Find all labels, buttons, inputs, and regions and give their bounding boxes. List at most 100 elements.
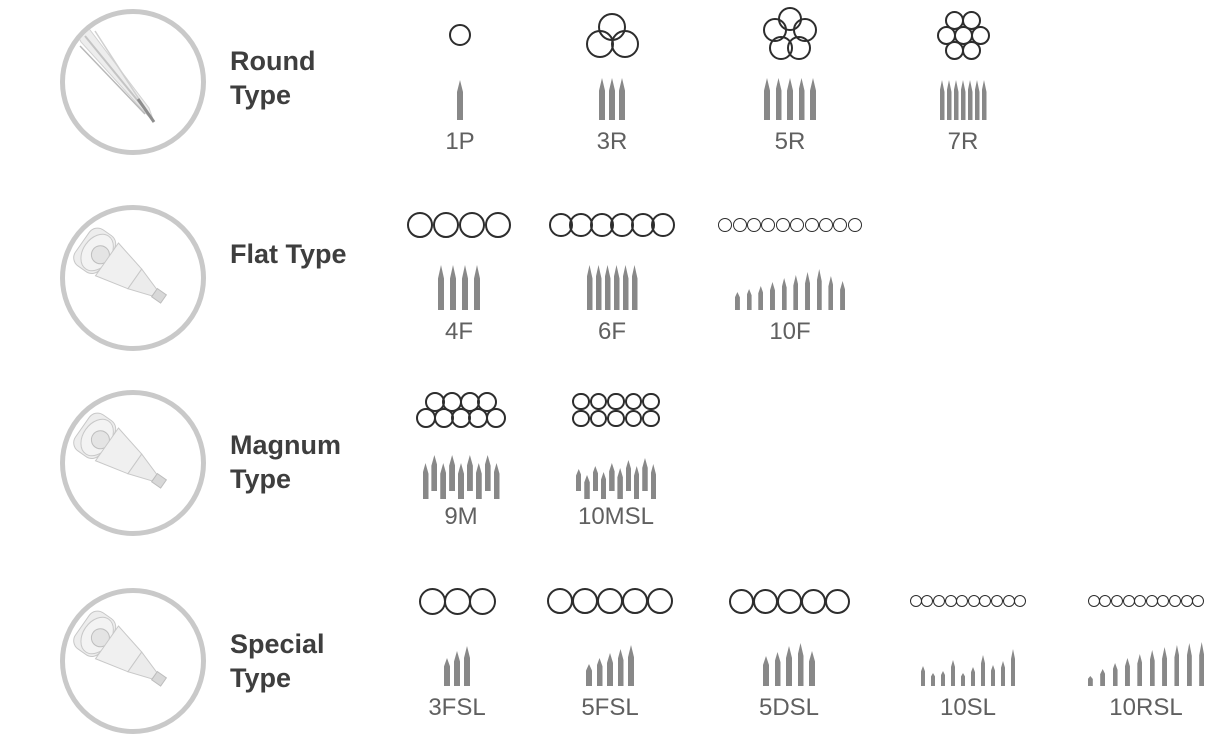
needle [474, 265, 480, 310]
needle-size-label: 3R [596, 128, 628, 155]
needle [600, 472, 607, 499]
needle-circle [819, 218, 833, 232]
needle [595, 265, 602, 310]
needle-circle [485, 408, 506, 428]
needle [953, 80, 959, 120]
special-cartridge-photo [60, 588, 206, 734]
needle-side-view-5FSL [525, 636, 695, 686]
cross-section-3FSL [372, 566, 542, 636]
needle [431, 455, 438, 491]
needle-size-label: 5DSL [758, 694, 820, 721]
needle-circle [407, 212, 433, 238]
needle-group-6F: 6F [527, 190, 697, 346]
needle-circle [728, 588, 754, 614]
needle-size-label: 1P [445, 128, 475, 155]
flat-cartridge-photo [60, 205, 206, 351]
needle-circle [449, 24, 471, 46]
needle-side-view-5R [705, 70, 875, 120]
needle-group-10F: 10F [705, 190, 875, 346]
needle-size-label: 4F [444, 318, 473, 345]
needle [1010, 649, 1016, 686]
needle [631, 265, 638, 310]
needle [920, 666, 926, 686]
needle [786, 646, 792, 686]
needle [974, 80, 980, 120]
needle-circle [804, 218, 819, 232]
needle-size-label: 5R [774, 128, 806, 155]
needle-group-5FSL: 5FSL [525, 566, 695, 722]
needle-circle [991, 595, 1003, 607]
needle [769, 282, 775, 310]
needle [930, 673, 936, 686]
needle [622, 265, 629, 310]
needle [613, 265, 620, 310]
needle [617, 468, 623, 499]
needle-circle [1002, 595, 1015, 607]
needle [607, 653, 613, 686]
needle-circle [790, 218, 805, 232]
needle-circle [589, 409, 608, 428]
needle-circle [1134, 595, 1147, 607]
needle-circle [597, 588, 623, 614]
needle-circle [589, 392, 608, 411]
needle [810, 78, 816, 120]
needle-group-7R: 7R [878, 0, 1048, 156]
needle-circle [962, 40, 981, 60]
needle-circle [585, 29, 614, 58]
needle-size-label: 7R [947, 128, 979, 155]
needle-size-label: 6F [597, 318, 626, 345]
needle [793, 275, 799, 310]
needle [586, 664, 592, 686]
needle-circle [443, 587, 471, 615]
type-label-magnum: Magnum Type [230, 430, 341, 494]
magnum-cartridge-photo [60, 390, 206, 536]
needle-size-label: 9M [444, 503, 478, 530]
needle-circle [933, 595, 945, 607]
needle-side-view-10MSL [531, 445, 701, 499]
needle [1000, 661, 1006, 686]
needle [650, 464, 657, 499]
needle [493, 463, 500, 499]
needle [774, 652, 781, 686]
needle-group-9M: 9M [376, 375, 546, 531]
needle [625, 460, 632, 491]
needle [422, 463, 429, 499]
needle [449, 455, 456, 491]
needle [619, 78, 625, 120]
needle [967, 80, 973, 120]
needle [781, 278, 787, 310]
needle-side-view-1P [375, 70, 545, 120]
needle [970, 667, 976, 686]
cross-section-1P [375, 0, 545, 70]
needle-circle [787, 36, 811, 60]
needle [450, 265, 456, 310]
needle-circle [752, 588, 778, 614]
needle-group-5DSL: 5DSL [704, 566, 874, 722]
needle [457, 80, 463, 120]
needle-size-label: 3FSL [428, 694, 486, 721]
cross-section-5R [705, 0, 875, 70]
needle [960, 80, 966, 120]
cross-section-10MSL [531, 375, 701, 445]
needle-circle [468, 587, 496, 615]
needle-size-label: 5FSL [581, 694, 639, 721]
needle-circle [572, 392, 590, 411]
needle [438, 265, 444, 310]
needle-circle [956, 595, 969, 607]
needle [787, 78, 793, 120]
needle-group-10SL: 10SL [883, 566, 1053, 722]
needle [1199, 642, 1205, 686]
needle [1186, 643, 1192, 686]
needle [466, 455, 473, 491]
needle-circle [1099, 595, 1112, 607]
needle [1087, 676, 1093, 686]
needle [840, 281, 846, 310]
needle-group-5R: 5R [705, 0, 875, 156]
needle [1100, 669, 1106, 686]
cross-section-3R [527, 0, 697, 70]
cross-section-9M [376, 375, 546, 445]
needle-circle [962, 10, 981, 30]
needle [1137, 654, 1143, 686]
needle-circle [775, 218, 790, 232]
needle-circle [776, 588, 802, 614]
